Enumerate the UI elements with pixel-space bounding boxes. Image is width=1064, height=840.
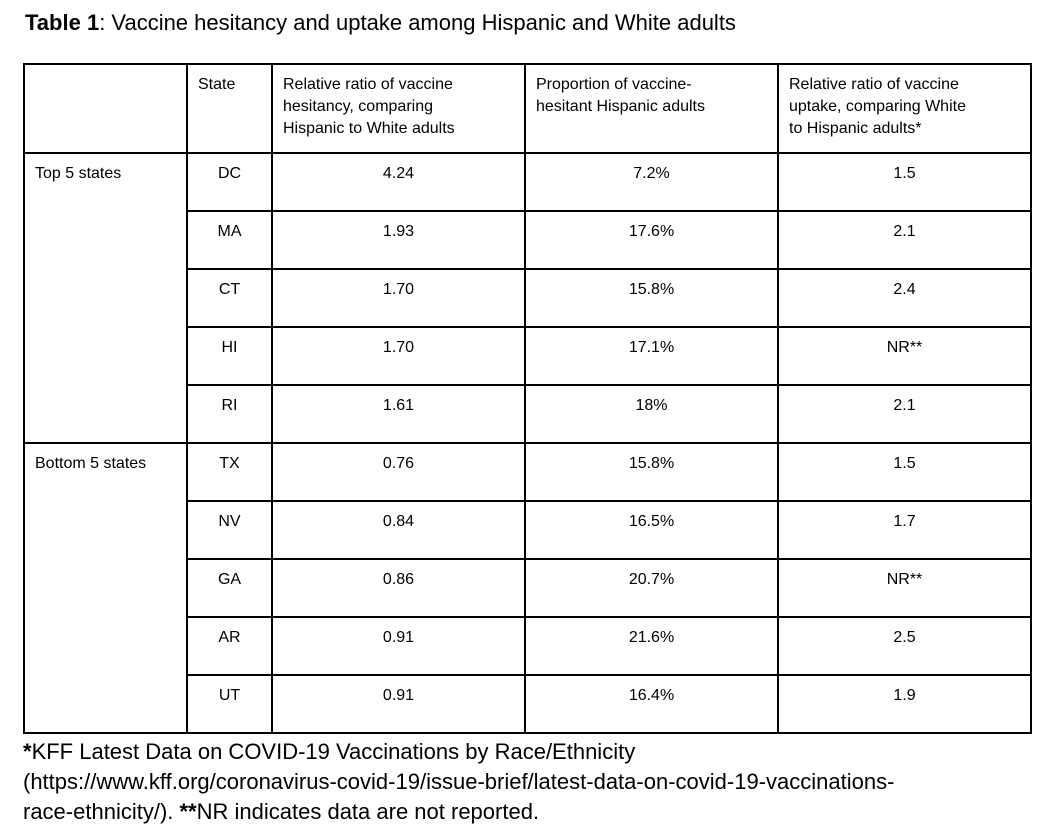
header-cell-empty: [23, 63, 188, 154]
table-caption-text: : Vaccine hesitancy and uptake among His…: [99, 10, 736, 35]
footnote-nr-text: NR indicates data are not reported.: [196, 799, 540, 824]
uptake-cell: 2.1: [777, 210, 1032, 270]
hesitancy-cell: 0.91: [271, 674, 526, 734]
uptake-cell: NR**: [777, 326, 1032, 386]
uptake-cell: 2.4: [777, 268, 1032, 328]
data-table: State Relative ratio of vaccine hesitanc…: [23, 63, 1032, 734]
header-cell-state: State: [186, 63, 273, 154]
hesitancy-cell: 1.61: [271, 384, 526, 444]
state-cell: DC: [186, 152, 273, 212]
hesitancy-cell: 0.76: [271, 442, 526, 502]
table-row: AR 0.91 21.6% 2.5: [24, 616, 1032, 676]
table-footnote: *KFF Latest Data on COVID-19 Vaccination…: [23, 737, 1030, 827]
table-row: HI 1.70 17.1% NR**: [24, 326, 1032, 386]
table-header-row: State Relative ratio of vaccine hesitanc…: [23, 63, 1032, 154]
table-row: NV 0.84 16.5% 1.7: [24, 500, 1032, 560]
state-cell: GA: [186, 558, 273, 618]
footnote-source-text: KFF Latest Data on COVID-19 Vaccinations…: [31, 739, 636, 764]
state-cell: MA: [186, 210, 273, 270]
table-caption-number: Table 1: [25, 10, 100, 35]
uptake-cell: NR**: [777, 558, 1032, 618]
table-row: Bottom 5 states TX 0.76 15.8% 1.5: [23, 442, 1032, 734]
proportion-cell: 18%: [524, 384, 779, 444]
group-label-bottom-5-states: Bottom 5 states: [23, 442, 188, 734]
uptake-cell: 2.5: [777, 616, 1032, 676]
state-cell: TX: [186, 442, 273, 502]
uptake-cell: 1.5: [777, 152, 1032, 212]
uptake-cell: 2.1: [777, 384, 1032, 444]
group-label-top-5-states: Top 5 states: [23, 152, 188, 444]
table-row: GA 0.86 20.7% NR**: [24, 558, 1032, 618]
hesitancy-cell: 1.70: [271, 268, 526, 328]
hesitancy-cell: 0.84: [271, 500, 526, 560]
proportion-cell: 20.7%: [524, 558, 779, 618]
proportion-cell: 21.6%: [524, 616, 779, 676]
table-row: UT 0.91 16.4% 1.9: [24, 674, 1032, 734]
table-row: RI 1.61 18% 2.1: [24, 384, 1032, 444]
footnote-double-asterisk: **: [179, 799, 197, 824]
proportion-cell: 17.1%: [524, 326, 779, 386]
proportion-cell: 15.8%: [524, 442, 779, 502]
table-caption: Table 1: Vaccine hesitancy and uptake am…: [25, 8, 1030, 38]
uptake-cell: 1.9: [777, 674, 1032, 734]
state-cell: RI: [186, 384, 273, 444]
table-row: CT 1.70 15.8% 2.4: [24, 268, 1032, 328]
footnote-line-3: race-ethnicity/). **NR indicates data ar…: [23, 797, 1030, 827]
footnote-line-1: *KFF Latest Data on COVID-19 Vaccination…: [23, 737, 1030, 767]
proportion-cell: 17.6%: [524, 210, 779, 270]
proportion-cell: 7.2%: [524, 152, 779, 212]
uptake-cell: 1.5: [777, 442, 1032, 502]
uptake-cell: 1.7: [777, 500, 1032, 560]
footnote-url-end-text: race-ethnicity/).: [23, 799, 180, 824]
state-cell: CT: [186, 268, 273, 328]
proportion-cell: 16.5%: [524, 500, 779, 560]
hesitancy-cell: 1.70: [271, 326, 526, 386]
table-row: Top 5 states DC 4.24 7.2% 1.5: [23, 152, 1032, 444]
hesitancy-cell: 0.91: [271, 616, 526, 676]
hesitancy-cell: 4.24: [271, 152, 526, 212]
state-cell: AR: [186, 616, 273, 676]
proportion-cell: 15.8%: [524, 268, 779, 328]
table-row: MA 1.93 17.6% 2.1: [24, 210, 1032, 270]
header-cell-proportion: Proportion of vaccine- hesitant Hispanic…: [524, 63, 779, 154]
footnote-url-text: (https://www.kff.org/coronavirus-covid-1…: [23, 769, 895, 794]
state-cell: NV: [186, 500, 273, 560]
header-cell-hesitancy: Relative ratio of vaccine hesitancy, com…: [271, 63, 526, 154]
hesitancy-cell: 1.93: [271, 210, 526, 270]
state-cell: HI: [186, 326, 273, 386]
footnote-line-2: (https://www.kff.org/coronavirus-covid-1…: [23, 767, 1030, 797]
hesitancy-cell: 0.86: [271, 558, 526, 618]
state-cell: UT: [186, 674, 273, 734]
footnote-asterisk: *: [23, 739, 32, 764]
header-cell-uptake: Relative ratio of vaccine uptake, compar…: [777, 63, 1032, 154]
proportion-cell: 16.4%: [524, 674, 779, 734]
